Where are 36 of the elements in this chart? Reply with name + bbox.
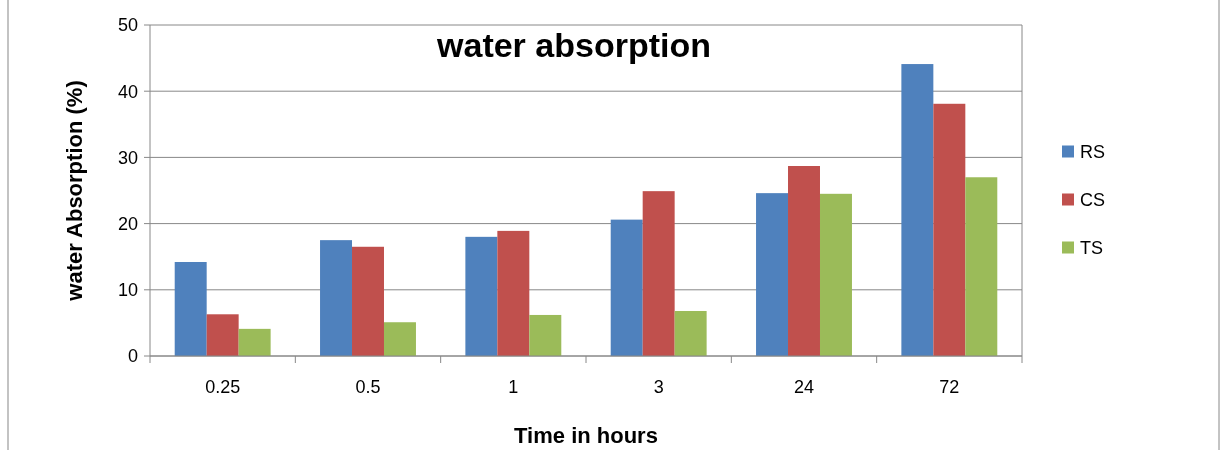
bar <box>965 177 998 356</box>
x-tick-label: 0.25 <box>205 377 241 397</box>
bar <box>383 322 416 356</box>
bar <box>901 64 934 356</box>
x-tick-label: 24 <box>793 377 815 397</box>
bar <box>642 191 675 356</box>
x-tick-label: 0.5 <box>355 377 381 397</box>
bar <box>819 193 852 356</box>
bar <box>238 328 271 356</box>
y-tick-label: 50 <box>117 15 138 36</box>
y-tick-label: 20 <box>117 213 138 234</box>
bar <box>352 246 384 356</box>
bar <box>788 166 820 356</box>
bar <box>465 236 498 356</box>
bar <box>610 219 643 356</box>
y-tick-label: 0 <box>127 346 138 367</box>
bar <box>933 103 966 356</box>
bar <box>174 262 207 356</box>
y-tick-label: 40 <box>117 81 138 102</box>
legend-label: TS <box>1080 237 1104 258</box>
bar <box>497 230 530 356</box>
y-tick-label: 30 <box>117 147 138 168</box>
y-tick-label: 10 <box>117 280 138 301</box>
chart-title: water absorption <box>436 26 711 64</box>
bar <box>756 193 789 356</box>
bar <box>206 314 239 356</box>
bar <box>320 240 353 356</box>
x-tick-label: 72 <box>939 377 960 397</box>
legend-label: RS <box>1080 141 1106 162</box>
bar <box>529 314 562 356</box>
x-tick-label: 3 <box>653 377 664 397</box>
legend-label: CS <box>1080 189 1106 210</box>
x-axis-title: Time in hours <box>514 423 658 448</box>
bar <box>674 310 707 356</box>
x-tick-label: 1 <box>508 377 519 397</box>
y-axis-title: water Absorption (%) <box>62 80 87 302</box>
